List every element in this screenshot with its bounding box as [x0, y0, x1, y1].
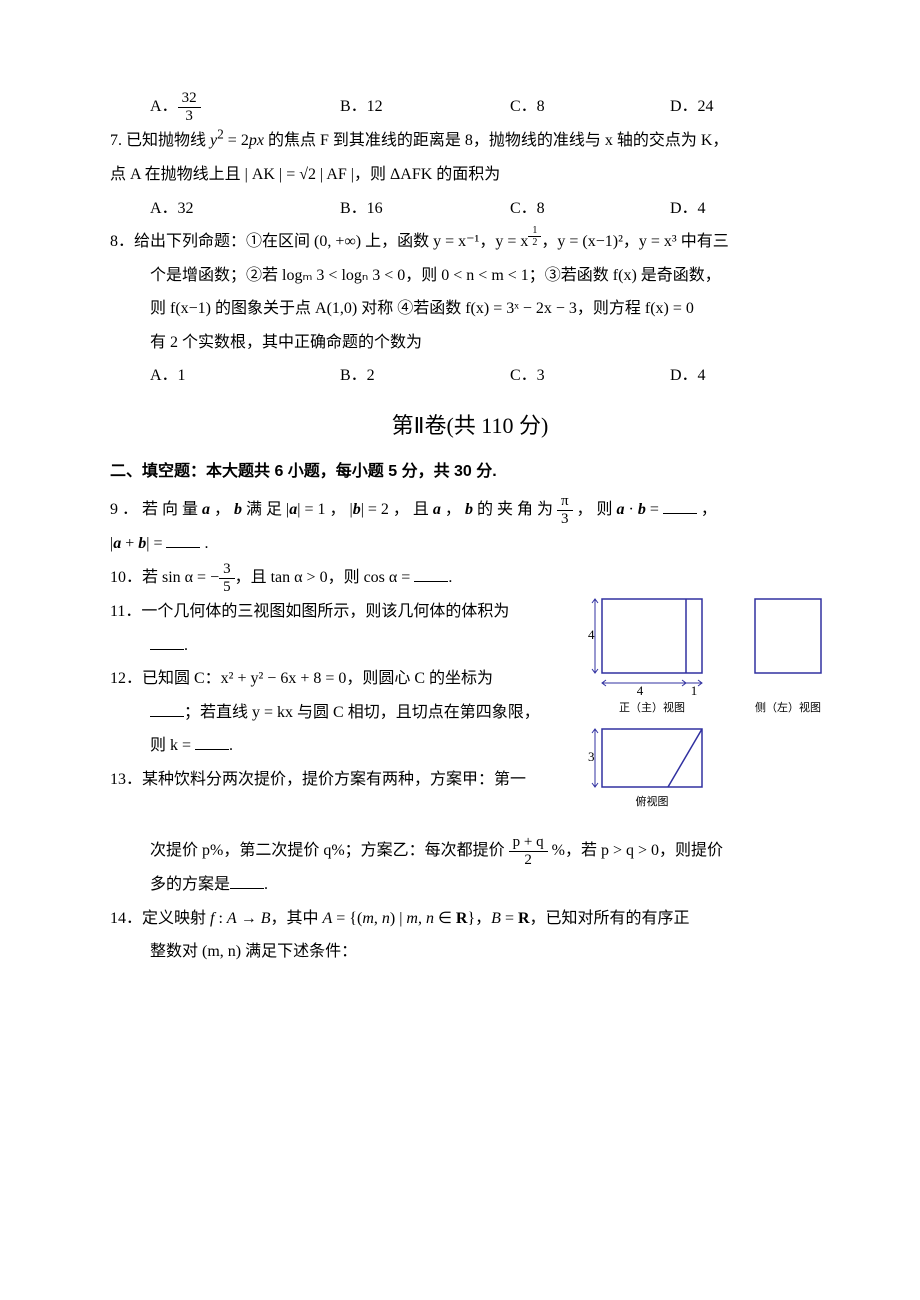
q7-line1a: 7. 已知抛物线 — [110, 132, 210, 149]
q7-line2: 点 A 在抛物线上且 | AK | = √2 | AF |，则 ΔAFK 的面积… — [110, 166, 500, 183]
q8-l3: 则 f(x−1) 的图象关于点 A(1,0) 对称 ④若函数 f(x) = 3ˣ… — [110, 292, 830, 326]
q14-a: 14．定义映射 f : A → B，其中 A = {(m, n) | m, n … — [110, 910, 690, 927]
q13-frac-num: p + q — [509, 834, 548, 851]
q6-choice-c: C．8 — [510, 90, 670, 124]
q8-choice-a: A．1 — [150, 359, 340, 393]
q12-dt: . — [229, 737, 233, 754]
q8-l4: 有 2 个实数根，其中正确命题的个数为 — [110, 326, 830, 360]
q11-a: 11．一个几何体的三视图如图所示，则该几何体的体积为 — [110, 603, 509, 620]
q8-choice-b: B．2 — [340, 359, 510, 393]
q8-choice-c: C．3 — [510, 359, 670, 393]
q9-l2: |a + b| = — [110, 535, 166, 552]
q13-frac-den: 2 — [509, 851, 548, 869]
q13-et: . — [264, 876, 268, 893]
q9-l2b: . — [200, 535, 208, 552]
q12-blank1 — [150, 702, 184, 717]
q8-line1: 8．给出下列命题：①在区间 (0, +∞) 上，函数 y = x⁻¹，y = x — [110, 233, 528, 250]
q9-l1c: ， — [697, 501, 717, 518]
q7-line1b: 的焦点 F 到其准线的距离是 8，抛物线的准线与 x 轴的交点为 K， — [264, 132, 728, 149]
q13: 13．某种饮料分两次提价，提价方案有两种，方案甲：第一 — [110, 763, 830, 797]
q13-bt: 次提价 p%，第二次提价 q%；方案乙：每次都提价 — [150, 842, 509, 859]
section2-title: 第Ⅱ卷(共 110 分) — [110, 403, 830, 449]
q7b: 点 A 在抛物线上且 | AK | = √2 | AF |，则 ΔAFK 的面积… — [110, 158, 830, 192]
q10-frac-num: 3 — [219, 561, 235, 578]
q12-bt: ；若直线 y = kx 与圆 C 相切，且切点在第四象限， — [184, 704, 540, 721]
q10-c: . — [448, 569, 452, 586]
q10: 10．若 sin α = −35，且 tan α > 0，则 cos α = . — [110, 561, 830, 595]
q6-a-frac-num: 32 — [178, 90, 201, 107]
q12-blank2 — [195, 735, 229, 750]
q13-a: 13．某种饮料分两次提价，提价方案有两种，方案甲：第一 — [110, 771, 526, 788]
q7-choice-b: B．16 — [340, 192, 510, 226]
q9-blank1 — [663, 498, 697, 513]
q8-half-den: 2 — [528, 236, 541, 248]
q8-l1: 8．给出下列命题：①在区间 (0, +∞) 上，函数 y = x⁻¹，y = x… — [110, 225, 830, 259]
q11: 11．一个几何体的三视图如图所示，则该几何体的体积为 — [110, 595, 830, 629]
q10-blank — [414, 566, 448, 581]
q8-line1b: ，y = (x−1)²，y = x³ 中有三 — [541, 233, 728, 250]
q13-dt: 多的方案是 — [150, 876, 230, 893]
q9-frac-num: π — [557, 493, 573, 510]
q7: 7. 已知抛物线 y2 = 2px 的焦点 F 到其准线的距离是 8，抛物线的准… — [110, 124, 830, 158]
q13c: 多的方案是. — [110, 868, 830, 902]
q13-ct: %，若 p > q > 0，则提价 — [548, 842, 723, 859]
q6-choice-d: D．24 — [670, 90, 810, 124]
q6-choice-a: A．323 — [150, 90, 340, 124]
q12c: 则 k = . — [110, 729, 830, 763]
q9-frac-den: 3 — [557, 510, 573, 528]
q7-choice-a: A．32 — [150, 192, 340, 226]
q12: 12．已知圆 C：x² + y² − 6x + 8 = 0，则圆心 C 的坐标为 — [110, 662, 830, 696]
q10-frac-den: 5 — [219, 578, 235, 596]
q6-choices: A．323 B．12 C．8 D．24 — [150, 90, 830, 124]
q6-choice-b: B．12 — [340, 90, 510, 124]
q11-c: . — [184, 637, 188, 654]
q9-frac: π3 — [557, 493, 573, 527]
q10-frac: 35 — [219, 561, 235, 595]
q11b: . — [110, 629, 830, 663]
q7-choice-d: D．4 — [670, 192, 810, 226]
q9-blank2 — [166, 533, 200, 548]
q13-frac: p + q2 — [509, 834, 548, 868]
q7-choices: A．32 B．16 C．8 D．4 — [150, 192, 830, 226]
section2-instr: 二、填空题：本大题共 6 小题，每小题 5 分，共 30 分. — [110, 455, 830, 489]
q8-half: 12 — [528, 225, 541, 248]
q9: 9 ． 若 向 量 a ， b 满 足 |a| = 1 ， |b| = 2 ， … — [110, 493, 830, 527]
q6-a-label: A． — [150, 98, 178, 115]
q12b: ；若直线 y = kx 与圆 C 相切，且切点在第四象限， — [110, 696, 830, 730]
q8-choice-d: D．4 — [670, 359, 810, 393]
q8-half-num: 1 — [528, 225, 541, 236]
q14: 14．定义映射 f : A → B，其中 A = {(m, n) | m, n … — [110, 902, 830, 936]
q14b: 整数对 (m, n) 满足下述条件： — [110, 935, 830, 969]
q10-a: 10．若 sin α = − — [110, 569, 219, 586]
q6-a-frac: 323 — [178, 90, 201, 124]
q12-ct: 则 k = — [150, 737, 195, 754]
q9-l1b: ， 则 a · b = — [573, 501, 663, 518]
q11-blank — [150, 634, 184, 649]
q6-a-frac-den: 3 — [178, 107, 201, 125]
q13-blank — [230, 874, 264, 889]
q10-b: ，且 tan α > 0，则 cos α = — [235, 569, 415, 586]
q12-a: 12．已知圆 C：x² + y² − 6x + 8 = 0，则圆心 C 的坐标为 — [110, 670, 493, 687]
q9-l1a: 9 ． 若 向 量 a ， b 满 足 |a| = 1 ， |b| = 2 ， … — [110, 501, 557, 518]
q7-choice-c: C．8 — [510, 192, 670, 226]
q8-choices: A．1 B．2 C．3 D．4 — [150, 359, 830, 393]
q9b: |a + b| = . — [110, 527, 830, 561]
q13b: 次提价 p%，第二次提价 q%；方案乙：每次都提价 p + q2 %，若 p >… — [110, 834, 830, 868]
q8-l2: 个是增函数；②若 logₘ 3 < logₙ 3 < 0，则 0 < n < m… — [110, 259, 830, 293]
